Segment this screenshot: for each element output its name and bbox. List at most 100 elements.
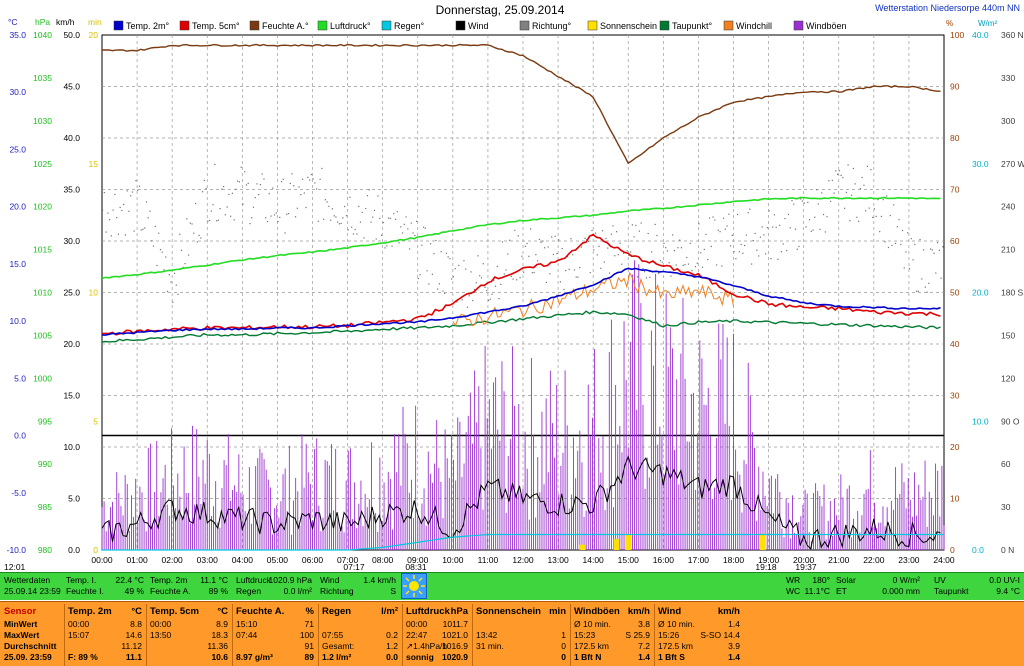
direction-dot (258, 194, 260, 196)
direction-dot (151, 240, 153, 242)
sun-icon (401, 573, 427, 599)
direction-dot (805, 226, 807, 228)
direction-dot (768, 210, 770, 212)
direction-dot (872, 216, 874, 219)
humidity-axis-tick: 60 (950, 236, 960, 246)
direction-dot (744, 244, 746, 247)
direction-dot (445, 252, 448, 254)
direction-dot (901, 229, 904, 232)
direction-dot (451, 278, 453, 280)
direction-axis-tick: 30 (1001, 502, 1011, 512)
direction-dot (596, 254, 598, 256)
direction-dot (191, 223, 193, 225)
legend-label: Taupunkt° (672, 21, 713, 31)
direction-dot (803, 202, 805, 204)
direction-dot (879, 231, 881, 233)
direction-dot (242, 203, 244, 205)
direction-dot (784, 217, 786, 220)
wind-axis-tick: 10.0 (63, 442, 80, 452)
direction-dot (698, 223, 700, 225)
direction-axis-tick: 90 O (1001, 416, 1020, 426)
direction-dot (342, 217, 344, 219)
pressure-axis-tick: 1015 (33, 245, 52, 255)
indoor-cell: Temp. I. 22.4 °C Feuchte I. 49 % (66, 575, 144, 596)
direction-dot (147, 217, 149, 219)
direction-dot (405, 216, 407, 218)
direction-dot (245, 184, 248, 186)
direction-dot (796, 248, 798, 250)
direction-dot (287, 212, 290, 215)
direction-dot (917, 290, 919, 292)
direction-dot (466, 306, 469, 308)
direction-dot (903, 267, 905, 269)
direction-axis-tick: 180 S (1001, 288, 1024, 298)
direction-dot (347, 229, 349, 231)
regen-line (102, 533, 944, 551)
direction-dot (694, 266, 697, 268)
direction-dot (844, 207, 846, 209)
direction-dot (635, 224, 637, 227)
sun-axis-tick: 15 (89, 159, 99, 169)
direction-dot (473, 289, 476, 291)
direction-dot (512, 278, 514, 280)
direction-dot (617, 254, 619, 256)
direction-dot (538, 238, 540, 240)
direction-dot (275, 212, 277, 214)
direction-dot (223, 186, 225, 188)
direction-dot (352, 233, 355, 235)
direction-axis-tick: 240 (1001, 202, 1015, 212)
direction-dot (201, 191, 204, 193)
direction-dot (754, 232, 756, 235)
direction-dot (219, 208, 221, 210)
direction-dot (124, 234, 127, 236)
direction-dot (801, 200, 804, 202)
direction-dot (563, 288, 565, 291)
direction-dot (419, 274, 421, 276)
direction-dot (554, 235, 556, 237)
direction-dot (172, 301, 174, 303)
direction-dot (238, 181, 241, 183)
direction-dot (545, 281, 548, 284)
direction-dot (345, 215, 348, 217)
direction-dot (572, 254, 574, 256)
direction-dot (603, 261, 605, 263)
stats-section: Luftdruck hPa 00:00 1011.7 22:47 1021.0 ↗1.4hP… (402, 604, 472, 666)
direction-dot (817, 203, 819, 205)
direction-dot (870, 169, 872, 171)
direction-dot (547, 246, 549, 248)
direction-dot (205, 187, 207, 190)
direction-dot (412, 232, 414, 234)
direction-dot (519, 277, 521, 279)
direction-dot (889, 214, 891, 217)
direction-dot (128, 210, 130, 212)
direction-dot (259, 184, 262, 186)
direction-dot (842, 177, 844, 179)
direction-dot (642, 268, 644, 270)
sunset-alt-label: 19:37 (795, 562, 817, 570)
direction-dot (928, 282, 930, 284)
direction-dot (138, 185, 141, 187)
direction-dot (123, 203, 125, 206)
stats-section: Sonnenschein min 13:42 1 31 min. 0 0 (472, 604, 570, 666)
direction-dot (912, 259, 914, 261)
direction-dot (659, 260, 662, 262)
direction-dot (933, 252, 935, 254)
wind-axis-tick: 50.0 (63, 30, 80, 40)
direction-dot (175, 284, 177, 286)
direction-axis-tick: 120 (1001, 373, 1015, 383)
direction-dot (472, 299, 474, 302)
direction-dot (936, 242, 939, 244)
direction-dot (337, 221, 339, 223)
direction-dot (577, 276, 579, 278)
rain-axis-tick: 30.0 (972, 159, 989, 169)
direction-dot (463, 260, 465, 262)
wind-axis-tick: 30.0 (63, 236, 80, 246)
direction-dot (733, 251, 735, 253)
direction-dot (573, 269, 576, 271)
direction-dot (323, 218, 325, 220)
direction-dot (282, 178, 284, 180)
direction-dot (338, 223, 341, 225)
direction-dot (386, 245, 388, 247)
direction-dot (775, 226, 777, 228)
direction-dot (431, 273, 433, 275)
